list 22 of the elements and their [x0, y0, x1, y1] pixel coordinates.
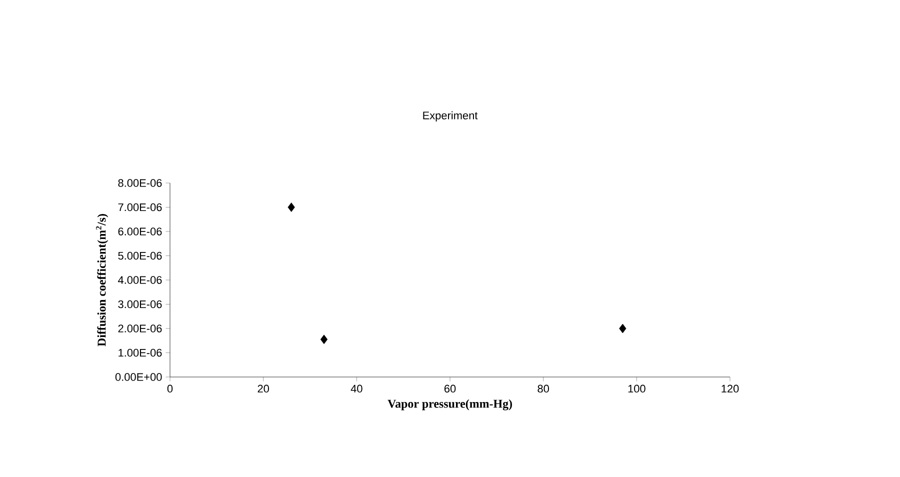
- y-tick-label: 4.00E-06: [118, 276, 162, 284]
- y-tick-label: 3.00E-06: [118, 300, 162, 308]
- point: [619, 324, 626, 334]
- y-axis-title: Diffusion coefficient(m$^{2}$/s): [96, 214, 108, 346]
- chart-title: Experiment: [423, 111, 478, 122]
- point: [288, 202, 295, 212]
- x-tick-label: 40: [350, 384, 362, 393]
- x-tick-label: 60: [444, 384, 456, 393]
- x-axis-title: Vapor pressure(mm-Hg): [388, 399, 512, 410]
- x-tick-label: 100: [628, 384, 646, 393]
- x-tick-label: 0: [167, 384, 173, 393]
- y-tick-label: 2.00E-06: [118, 324, 162, 332]
- y-tick-label: 0.00E+00: [115, 373, 162, 381]
- point: [320, 334, 328, 344]
- y-tick-label: 1.00E-06: [118, 348, 162, 357]
- x-tick-label: 20: [258, 384, 269, 393]
- y-tick-label: 7.00E-06: [118, 203, 162, 212]
- y-tick-label: 8.00E-06: [118, 179, 162, 187]
- x-tick-label: 80: [538, 384, 549, 393]
- y-tick-label: 5.00E-06: [118, 252, 162, 260]
- y-tick-label: 6.00E-06: [118, 228, 162, 236]
- x-tick-label: 120: [722, 384, 739, 393]
